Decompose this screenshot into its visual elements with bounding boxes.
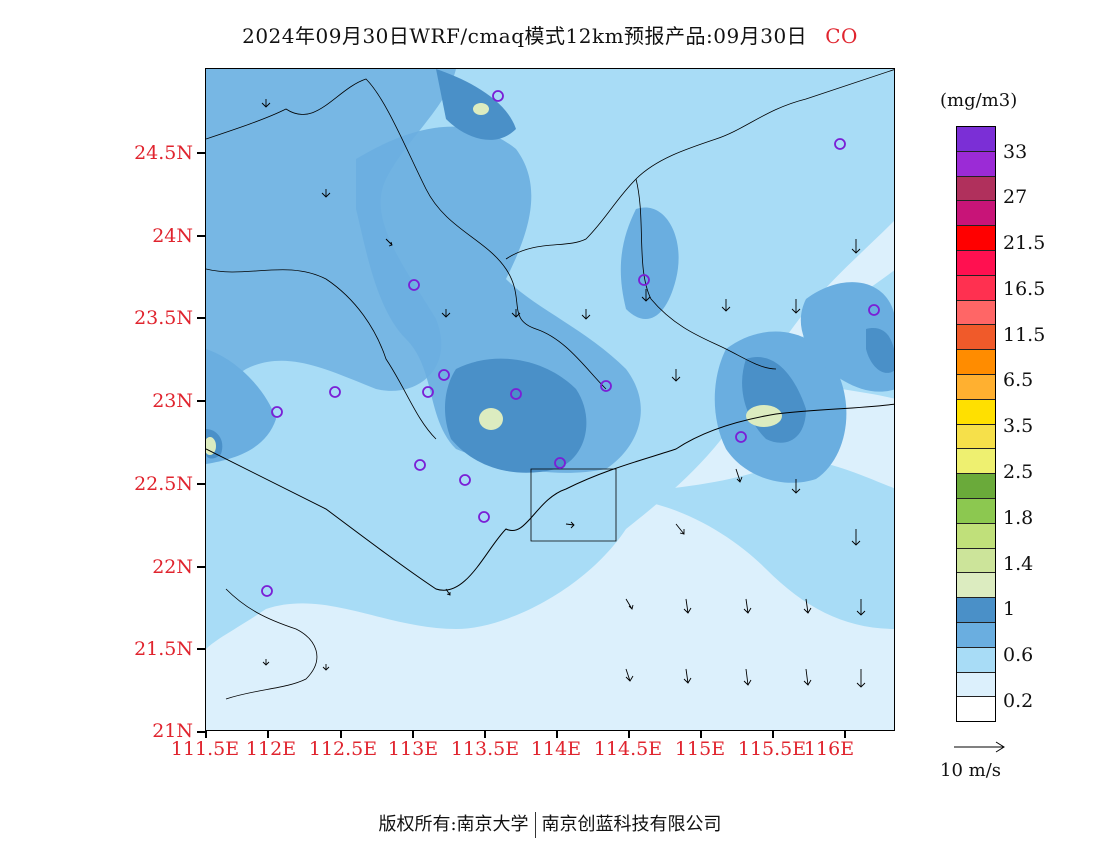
colorbar-segment	[957, 350, 995, 375]
reference-vector-label: 10 m/s	[940, 760, 1001, 781]
copyright-owner: 版权所有:南京大学	[378, 814, 529, 835]
colorbar-label: 1.4	[1003, 553, 1034, 575]
y-axis-label: 22.5N	[134, 473, 193, 495]
wind-vectors	[261, 99, 866, 688]
colorbar-segment	[957, 548, 995, 574]
colorbar-unit: (mg/m3)	[940, 90, 1018, 111]
colorbar-segment	[957, 226, 995, 251]
x-axis-label: 114E	[530, 738, 582, 760]
colorbar-label: 16.5	[1003, 278, 1046, 300]
y-tick	[197, 566, 205, 568]
y-tick	[197, 400, 205, 402]
y-tick	[197, 731, 205, 733]
colorbar-segment	[957, 127, 995, 152]
x-tick	[205, 731, 207, 738]
map-title: 2024年09月30日WRF/cmaq模式12km预报产品:09月30日 CO	[0, 20, 1100, 49]
colorbar-segment	[957, 374, 995, 400]
x-axis-label: 112.5E	[308, 738, 378, 760]
colorbar-segment	[957, 474, 995, 499]
x-axis-label: 112E	[245, 738, 297, 760]
y-tick	[197, 152, 205, 154]
colorbar-segment	[957, 424, 995, 450]
colorbar-label: 11.5	[1003, 324, 1046, 346]
map-plot-area	[205, 68, 895, 731]
y-axis-label: 22N	[152, 556, 193, 578]
colorbar-segment	[957, 647, 995, 673]
x-axis-label: 111.5E	[170, 738, 240, 760]
x-axis-label: 115.5E	[737, 738, 807, 760]
reference-vector-arrow	[954, 741, 1005, 753]
colorbar-segment	[957, 250, 995, 276]
y-tick	[197, 483, 205, 485]
colorbar-label: 27	[1003, 186, 1028, 208]
y-axis-label: 21.5N	[134, 638, 193, 660]
x-axis-label: 116E	[803, 738, 855, 760]
x-axis-label: 114.5E	[593, 738, 663, 760]
footer-divider	[534, 812, 536, 838]
colorbar-label: 33	[1003, 141, 1028, 163]
colorbar-segment	[957, 498, 995, 524]
colorbar-label: 2.5	[1003, 461, 1034, 483]
colorbar-segment	[957, 573, 995, 599]
colorbar	[956, 126, 996, 722]
x-tick	[772, 731, 774, 738]
colorbar-segment	[957, 598, 995, 623]
colorbar-label: 1	[1003, 598, 1016, 620]
colorbar-segment	[957, 325, 995, 351]
x-axis-label: 115E	[674, 738, 726, 760]
copyright-company: 南京创蓝科技有限公司	[541, 814, 722, 835]
colorbar-label: 6.5	[1003, 369, 1034, 391]
colorbar-segment	[957, 622, 995, 648]
colorbar-segment	[957, 697, 995, 722]
colorbar-segment	[957, 672, 995, 698]
colorbar-label: 1.8	[1003, 507, 1034, 529]
colorbar-segment	[957, 449, 995, 475]
x-axis-label: 113E	[387, 738, 439, 760]
x-tick	[628, 731, 630, 738]
species-label: CO	[825, 24, 858, 48]
title-text: 2024年09月30日WRF/cmaq模式12km预报产品:09月30日	[242, 24, 808, 48]
colorbar-label: 0.6	[1003, 644, 1034, 666]
x-tick	[412, 731, 414, 738]
colorbar-label: 0.2	[1003, 690, 1034, 712]
y-tick	[197, 648, 205, 650]
x-tick	[700, 731, 702, 738]
x-axis-label: 113.5E	[450, 738, 520, 760]
colorbar-segment	[957, 523, 995, 549]
colorbar-label: 3.5	[1003, 415, 1034, 437]
x-tick	[556, 731, 558, 738]
colorbar-segment	[957, 275, 995, 301]
colorbar-segment	[957, 300, 995, 326]
y-axis-label: 24.5N	[134, 142, 193, 164]
x-tick	[484, 731, 486, 738]
x-tick	[340, 731, 342, 738]
y-tick	[197, 235, 205, 237]
y-tick	[197, 317, 205, 319]
concentration-map	[206, 69, 894, 730]
copyright-footer: 版权所有:南京大学 南京创蓝科技有限公司	[0, 810, 1100, 838]
y-axis-label: 23.5N	[134, 307, 193, 329]
y-axis-label: 23N	[152, 390, 193, 412]
colorbar-segment	[957, 201, 995, 227]
colorbar-label: 21.5	[1003, 232, 1046, 254]
colorbar-segment	[957, 176, 995, 202]
station-markers	[261, 90, 880, 597]
colorbar-segment	[957, 399, 995, 425]
colorbar-segment	[957, 151, 995, 177]
x-tick	[267, 731, 269, 738]
y-axis-label: 21N	[152, 720, 193, 742]
x-tick	[844, 731, 846, 738]
y-axis-label: 24N	[152, 225, 193, 247]
